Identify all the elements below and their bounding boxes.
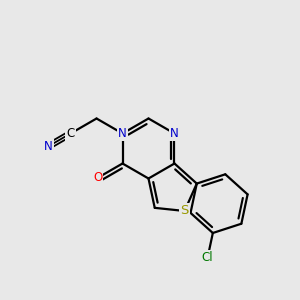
Text: N: N: [170, 127, 179, 140]
Text: Cl: Cl: [202, 251, 213, 264]
Text: O: O: [93, 171, 103, 184]
Text: S: S: [180, 205, 189, 218]
Text: C: C: [66, 127, 75, 140]
Text: N: N: [118, 127, 127, 140]
Text: N: N: [44, 140, 53, 153]
